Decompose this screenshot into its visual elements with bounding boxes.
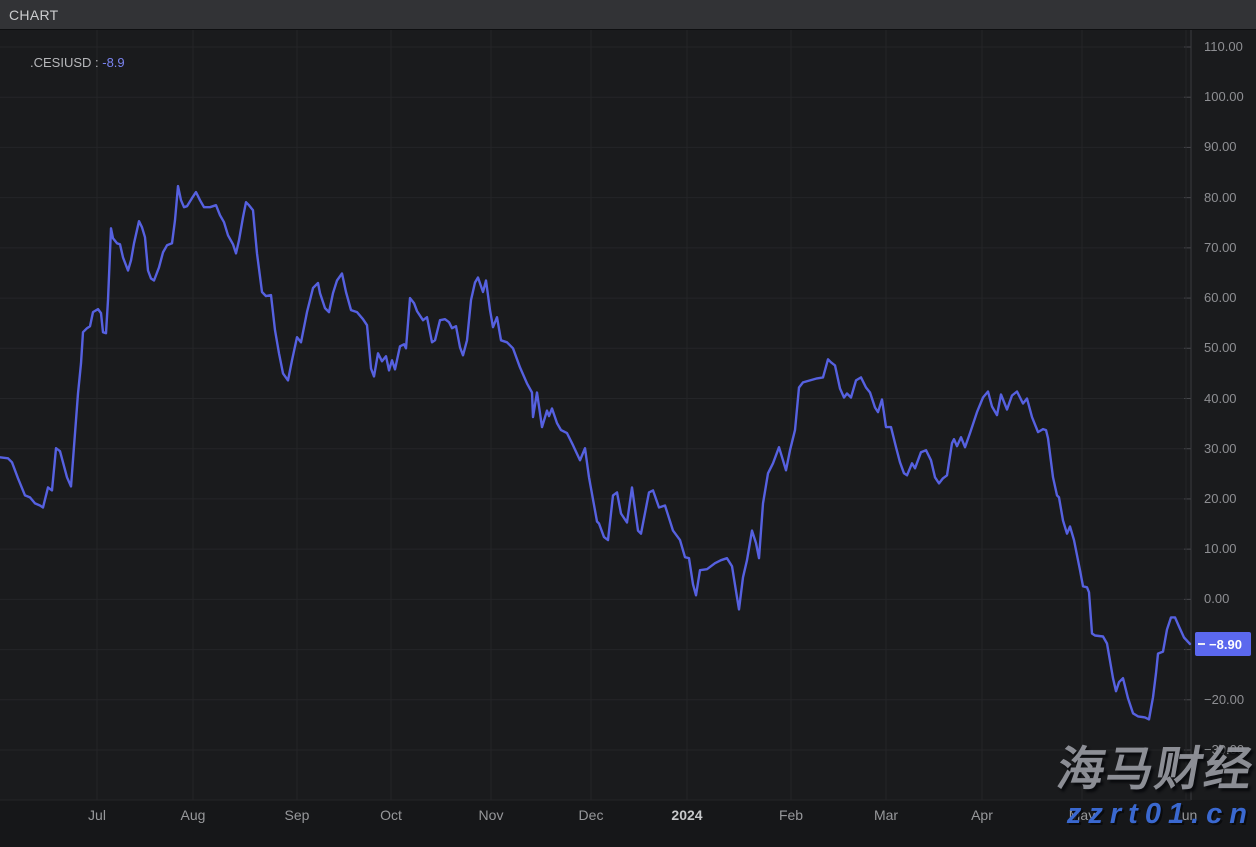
series-legend: .CESIUSD : -8.9 xyxy=(30,55,125,70)
y-axis-label: 80.00 xyxy=(1204,189,1237,205)
x-axis-label: Jun xyxy=(1174,807,1198,823)
y-axis-label: −30.00 xyxy=(1204,742,1245,757)
x-axis-label: Mar xyxy=(873,807,899,823)
title-bar: CHART xyxy=(0,0,1256,30)
chart-canvas[interactable] xyxy=(0,30,1256,847)
legend-separator: : xyxy=(91,55,103,70)
y-axis-label: 50.00 xyxy=(1204,340,1237,356)
series-line xyxy=(0,184,1192,721)
x-axis-label: May xyxy=(1068,807,1096,823)
y-axis-label: 0.00 xyxy=(1204,591,1230,607)
x-axis-label: Jul xyxy=(88,807,106,823)
series-symbol: .CESIUSD xyxy=(30,55,92,70)
y-axis-label: −20.00 xyxy=(1204,691,1245,707)
y-axis-label: 10.00 xyxy=(1204,541,1237,557)
y-axis-label: 100.00 xyxy=(1204,89,1244,105)
x-axis-label: Nov xyxy=(478,807,504,823)
y-axis-label: 40.00 xyxy=(1204,390,1237,406)
x-axis-label: Aug xyxy=(180,807,206,823)
y-axis-label: 90.00 xyxy=(1204,139,1237,155)
x-axis-label: 2024 xyxy=(671,807,703,823)
y-axis-label: 110.00 xyxy=(1204,39,1243,54)
x-axis-band xyxy=(0,800,1256,847)
page-title: CHART xyxy=(9,6,59,23)
x-axis-label: Feb xyxy=(778,807,804,823)
x-axis-label: Dec xyxy=(578,807,604,823)
y-axis-label: 60.00 xyxy=(1204,290,1237,306)
x-axis-label: Apr xyxy=(971,807,993,823)
y-axis-label: 30.00 xyxy=(1204,440,1237,456)
series-last-value: -8.9 xyxy=(102,55,125,70)
last-price-label: −8.90 xyxy=(1209,636,1242,652)
chart-area[interactable]: 110.00 100.00 90.00 80.00 70.00 60.00 50.00 40.… xyxy=(0,30,1256,847)
last-price-badge: −8.90 xyxy=(1195,632,1251,657)
y-axis-label: 70.00 xyxy=(1204,239,1237,255)
price-tick-dash-icon xyxy=(1198,643,1206,646)
x-axis-label: Oct xyxy=(380,807,402,823)
y-axis-label: 20.00 xyxy=(1204,490,1237,506)
x-axis-label: Sep xyxy=(284,807,310,823)
